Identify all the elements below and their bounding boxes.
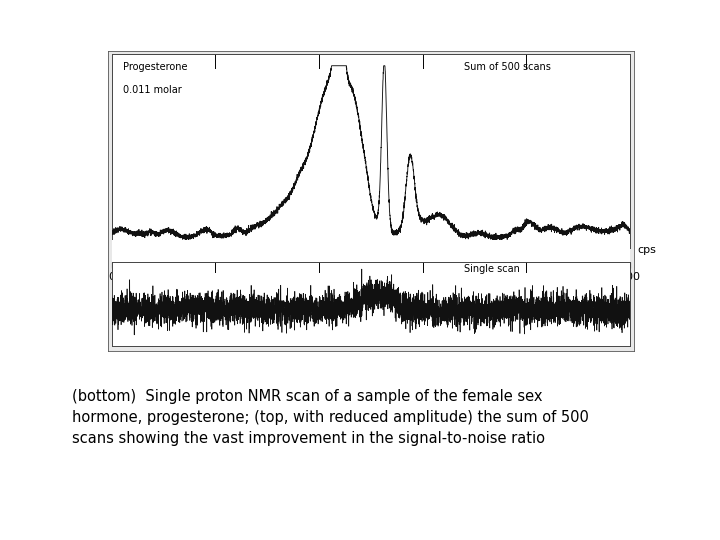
Text: Single scan: Single scan (464, 265, 520, 274)
Text: 0.011 molar: 0.011 molar (123, 85, 181, 95)
Text: Sum of 500 scans: Sum of 500 scans (464, 62, 551, 72)
Text: Progesterone: Progesterone (123, 62, 187, 72)
Text: (bottom)  Single proton NMR scan of a sample of the female sex
hormone, progeste: (bottom) Single proton NMR scan of a sam… (72, 389, 589, 446)
Text: cps: cps (638, 245, 657, 255)
